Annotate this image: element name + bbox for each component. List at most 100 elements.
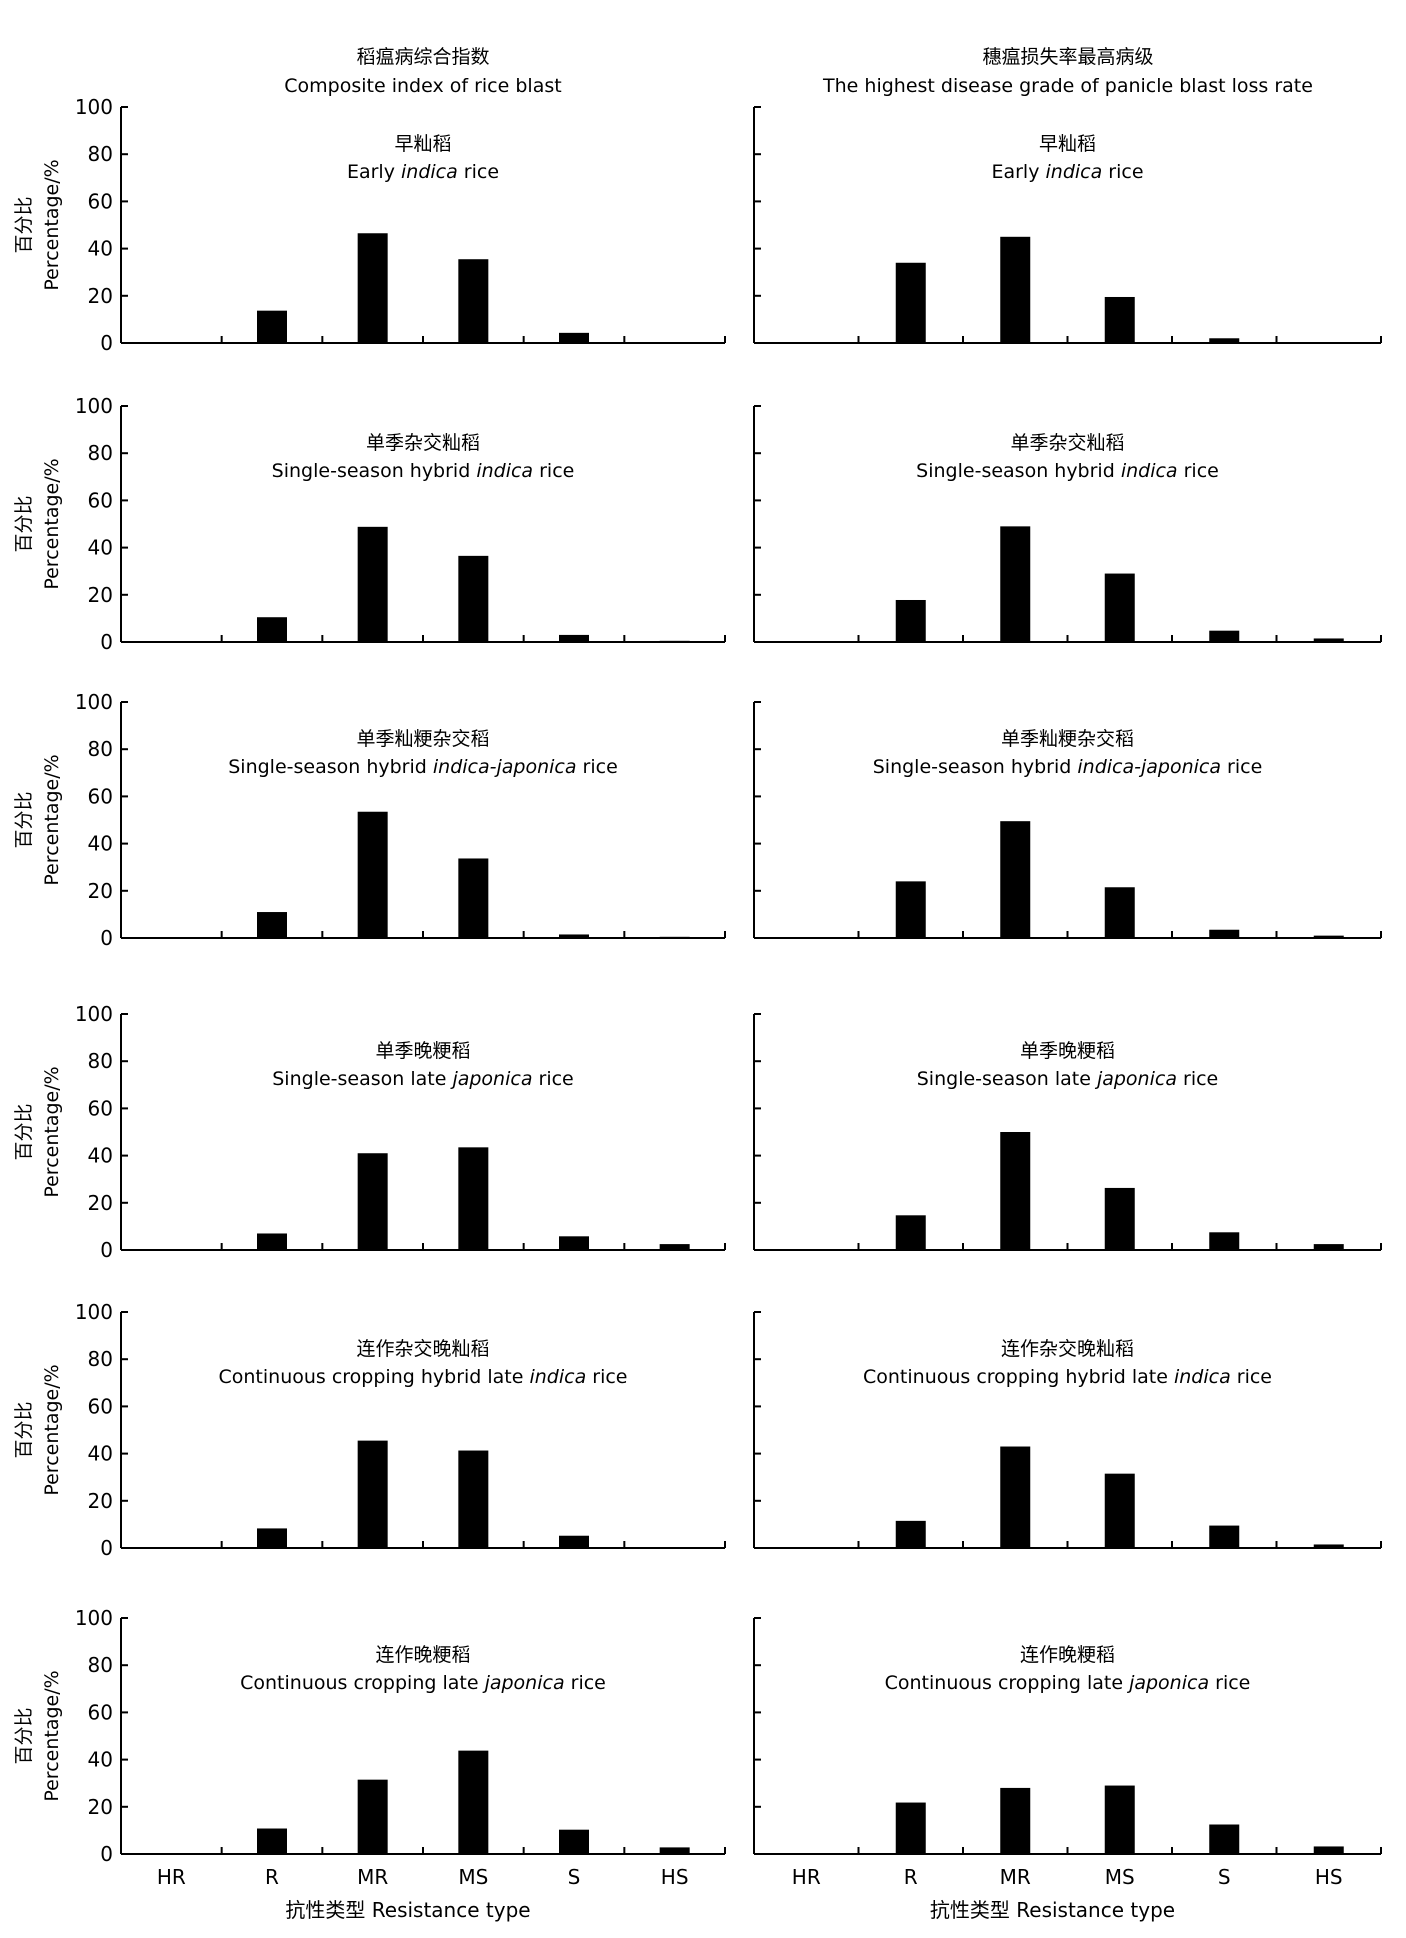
bar-MR bbox=[357, 811, 388, 938]
panel-title-cn: 单季杂交籼稻 bbox=[1010, 432, 1124, 454]
panel-title-en: Early indica rice bbox=[347, 161, 499, 183]
panel-title-part: indica bbox=[1046, 161, 1103, 183]
panel-title-part: rice bbox=[1209, 1672, 1250, 1694]
y-tick-label: 0 bbox=[100, 331, 113, 355]
panel-title-part: rice bbox=[533, 460, 574, 482]
bar-S bbox=[1209, 1525, 1240, 1548]
panel-title-part: Early bbox=[347, 161, 401, 183]
panel-title-part: rice bbox=[586, 1366, 627, 1388]
y-tick-label: 20 bbox=[88, 284, 113, 308]
x-tick-label: MR bbox=[357, 1865, 388, 1889]
panel-title-cn: 连作晚粳稻 bbox=[375, 1644, 470, 1666]
panel-title-part: indica-japonica bbox=[1077, 756, 1221, 778]
bar-HS bbox=[1313, 638, 1344, 642]
bar-HS bbox=[659, 936, 690, 938]
panel-title-part: rice bbox=[1178, 460, 1219, 482]
x-tick-label: HS bbox=[1315, 1865, 1343, 1889]
bar-MR bbox=[1000, 1787, 1031, 1854]
column-title-en: The highest disease grade of panicle bla… bbox=[822, 75, 1313, 97]
bar-R bbox=[895, 262, 926, 343]
panel-title-cn: 单季杂交籼稻 bbox=[366, 432, 480, 454]
panel-title-en: Continuous cropping hybrid late indica r… bbox=[863, 1366, 1272, 1388]
panel-title-cn: 单季籼粳杂交稻 bbox=[356, 728, 489, 750]
panel-title-part: indica bbox=[529, 1366, 586, 1388]
panel-title-part: rice bbox=[1231, 1366, 1272, 1388]
panel-title-part: rice bbox=[458, 161, 499, 183]
y-axis-label-cn: 百分比 bbox=[13, 1401, 35, 1458]
y-axis-label-en: Percentage/% bbox=[41, 1364, 63, 1495]
bar-MR bbox=[357, 1153, 388, 1250]
bar-R bbox=[895, 599, 926, 642]
y-tick-label: 80 bbox=[88, 1049, 113, 1073]
bar-R bbox=[257, 1828, 287, 1854]
panel-title-part: Single-season late bbox=[272, 1068, 452, 1090]
bar-S bbox=[559, 634, 589, 642]
y-tick-label: 0 bbox=[100, 926, 113, 950]
bar-HS bbox=[659, 1244, 690, 1250]
panel-title-en: Single-season hybrid indica-japonica ric… bbox=[228, 756, 618, 778]
bar-S bbox=[559, 1236, 589, 1250]
panel-2-left: 0 20 40 60 80 100 单季杂交籼稻 Single-season hybrid i… bbox=[13, 394, 726, 654]
panel-title-part: Single-season hybrid bbox=[873, 756, 1078, 778]
panel-title-en: Continuous cropping late japonica rice bbox=[885, 1672, 1251, 1694]
x-tick-label: R bbox=[265, 1865, 279, 1889]
panel-title-part: japonica bbox=[449, 1068, 532, 1090]
y-axis-label-en: Percentage/% bbox=[41, 1066, 63, 1197]
panel-title-part: Single-season late bbox=[917, 1068, 1097, 1090]
x-tick-label: HR bbox=[157, 1865, 186, 1889]
y-tick-label: 100 bbox=[75, 1300, 113, 1324]
panel-title-cn: 早籼稻 bbox=[394, 133, 451, 155]
panel-title-en: Single-season late japonica rice bbox=[272, 1068, 574, 1090]
x-tick-label: HS bbox=[661, 1865, 689, 1889]
y-axis-label-en: Percentage/% bbox=[41, 1670, 63, 1801]
y-tick-label: 0 bbox=[100, 630, 113, 654]
y-tick-label: 40 bbox=[88, 1748, 113, 1772]
panel-title-part: rice bbox=[1102, 161, 1143, 183]
y-axis-label-cn: 百分比 bbox=[13, 791, 35, 848]
panel-title-part: Continuous cropping hybrid late bbox=[218, 1366, 529, 1388]
y-tick-label: 80 bbox=[88, 737, 113, 761]
bar-MS bbox=[458, 555, 489, 642]
panel-title-part: Single-season hybrid bbox=[272, 460, 477, 482]
x-axis-label: 抗性类型 Resistance type bbox=[930, 1898, 1175, 1922]
bar-S bbox=[559, 1535, 589, 1548]
y-axis-label-cn: 百分比 bbox=[13, 1103, 35, 1160]
panel-title-part: rice bbox=[1221, 756, 1262, 778]
y-tick-label: 80 bbox=[88, 1347, 113, 1371]
y-tick-label: 100 bbox=[75, 394, 113, 418]
bar-S bbox=[1209, 929, 1240, 938]
y-tick-label: 0 bbox=[100, 1238, 113, 1262]
y-tick-label: 40 bbox=[88, 536, 113, 560]
panel-title-en: Single-season hybrid indica rice bbox=[272, 460, 575, 482]
bar-HS bbox=[1313, 935, 1344, 938]
y-axis-label-cn: 百分比 bbox=[13, 1707, 35, 1764]
panel-title-cn: 连作杂交晚籼稻 bbox=[1001, 1338, 1134, 1360]
x-tick-label: R bbox=[904, 1865, 918, 1889]
panel-title-part: rice bbox=[577, 756, 618, 778]
panel-title-cn: 单季晚粳稻 bbox=[375, 1040, 470, 1062]
y-axis-label-en: Percentage/% bbox=[41, 754, 63, 885]
bar-MS bbox=[1104, 1187, 1135, 1250]
bar-MR bbox=[1000, 236, 1031, 343]
y-tick-label: 100 bbox=[75, 95, 113, 119]
panel-title-cn: 单季晚粳稻 bbox=[1020, 1040, 1115, 1062]
bar-MS bbox=[1104, 1785, 1135, 1854]
panel-title-en: Early indica rice bbox=[991, 161, 1143, 183]
bar-S bbox=[559, 934, 589, 938]
x-tick-label: MS bbox=[1105, 1865, 1135, 1889]
panel-title-cn: 早籼稻 bbox=[1039, 133, 1096, 155]
y-tick-label: 20 bbox=[88, 1795, 113, 1819]
y-tick-label: 40 bbox=[88, 1144, 113, 1168]
bar-R bbox=[257, 912, 287, 938]
y-tick-label: 20 bbox=[88, 583, 113, 607]
bar-HS bbox=[659, 640, 690, 642]
panel-title-part: indica-japonica bbox=[433, 756, 577, 778]
x-tick-label: S bbox=[568, 1865, 581, 1889]
y-tick-label: 20 bbox=[88, 1489, 113, 1513]
y-tick-label: 80 bbox=[88, 1653, 113, 1677]
panel-title-part: indica bbox=[401, 161, 458, 183]
x-axis-label: 抗性类型 Resistance type bbox=[285, 1898, 530, 1922]
y-tick-label: 0 bbox=[100, 1536, 113, 1560]
panel-title-part: Early bbox=[991, 161, 1045, 183]
bar-S bbox=[1209, 1824, 1240, 1854]
